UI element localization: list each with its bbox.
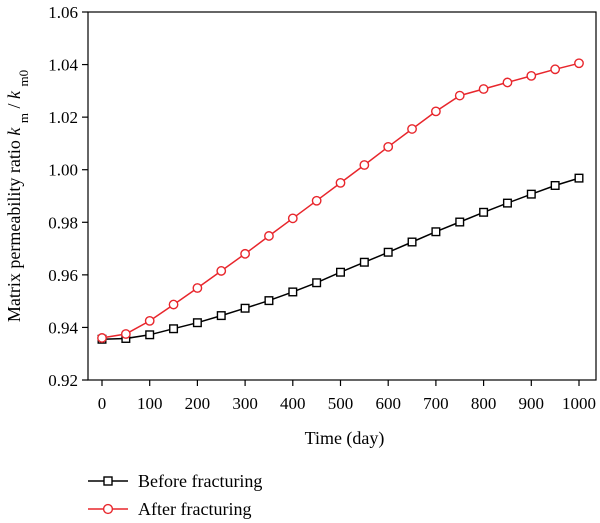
after-fracturing-point — [216, 266, 227, 276]
after-fracturing-point — [192, 283, 203, 293]
before-fracturing-point — [192, 318, 202, 328]
y-tick-label: 0.96 — [48, 266, 78, 285]
before-fracturing-point — [574, 173, 584, 183]
x-tick-label: 900 — [519, 394, 545, 413]
before-fracturing-point — [479, 207, 489, 217]
legend-after-fracturing-label: After fracturing — [138, 499, 251, 519]
before-fracturing-point — [169, 324, 179, 334]
after-fracturing-point — [264, 231, 274, 241]
after-fracturing-point — [550, 64, 561, 75]
after-fracturing-point — [502, 77, 513, 88]
before-fracturing-point — [145, 330, 155, 340]
before-fracturing-point — [359, 257, 369, 267]
before-fracturing-point — [502, 198, 512, 208]
y-tick-label: 0.92 — [48, 371, 78, 390]
y-axis-title-prefix: Matrix permeability ratio — [4, 136, 24, 322]
after-fracturing-point — [407, 124, 417, 134]
after-fracturing-point — [240, 248, 251, 259]
after-fracturing-point — [168, 299, 179, 310]
x-tick-label: 800 — [471, 394, 497, 413]
x-tick-label: 200 — [185, 394, 211, 413]
x-tick-label: 300 — [232, 394, 258, 413]
before-fracturing-point — [240, 303, 250, 313]
after-fracturing-point — [311, 195, 322, 206]
after-fracturing-point — [120, 329, 131, 339]
after-fracturing-point — [383, 141, 394, 152]
y-axis-title: Matrix permeability ratio k m / k m0 — [4, 70, 31, 322]
after-fracturing-point — [287, 213, 298, 224]
after-fracturing-point — [144, 315, 155, 326]
before-fracturing-point — [336, 267, 346, 277]
y-tick-label: 1.00 — [48, 161, 78, 180]
before-fracturing-point — [550, 180, 560, 190]
legend-after-fracturing-marker — [102, 503, 114, 515]
y-axis-title-den-sub: m0 — [16, 70, 31, 87]
plot-frame — [87, 11, 597, 381]
x-tick-label: 400 — [280, 394, 306, 413]
x-tick-label: 700 — [423, 394, 449, 413]
before-fracturing-point — [288, 287, 298, 297]
y-tick-label: 1.04 — [48, 56, 78, 75]
before-fracturing-point — [264, 296, 274, 306]
x-axis-title: Time (day) — [305, 428, 385, 449]
y-tick-label: 1.06 — [48, 3, 78, 22]
after-fracturing-point — [454, 90, 465, 101]
y-tick-label: 1.02 — [48, 108, 78, 127]
before-fracturing-point — [312, 278, 322, 288]
x-tick-label: 0 — [98, 394, 107, 413]
x-tick-label: 600 — [375, 394, 401, 413]
before-fracturing-point — [216, 311, 226, 321]
series-layer — [97, 58, 584, 344]
after-fracturing-point — [478, 84, 489, 94]
before-fracturing-point — [383, 247, 393, 257]
after-fracturing-point — [430, 106, 441, 117]
after-fracturing-point — [574, 58, 584, 69]
y-axis-title-num-var: k — [4, 127, 24, 136]
before-fracturing-point — [431, 227, 441, 237]
x-tick-label: 1000 — [562, 394, 596, 413]
legend-before-fracturing-marker — [103, 476, 113, 486]
after-fracturing-point — [97, 333, 107, 343]
legend-before-fracturing-label: Before fracturing — [138, 471, 262, 491]
after-fracturing-point — [526, 70, 537, 81]
y-axis-title-slash: / — [4, 104, 24, 109]
after-fracturing-point — [359, 160, 370, 170]
y-axis-title-den-var: k — [4, 90, 24, 99]
y-tick-label: 0.98 — [48, 213, 78, 232]
legend: Before fracturing After fracturing — [88, 471, 262, 519]
plot-area: 0 100 200 300 400 500 600 700 800 900 1000 0.92 0.94… — [48, 3, 597, 413]
after-fracturing-point — [335, 177, 346, 188]
before-fracturing-point — [455, 217, 465, 227]
x-tick-label: 500 — [328, 394, 354, 413]
x-tick-label: 100 — [137, 394, 163, 413]
y-tick-label: 0.94 — [48, 318, 78, 337]
before-fracturing-point — [526, 189, 536, 199]
before-fracturing-point — [407, 237, 417, 247]
y-axis-title-num-sub: m — [16, 113, 31, 123]
